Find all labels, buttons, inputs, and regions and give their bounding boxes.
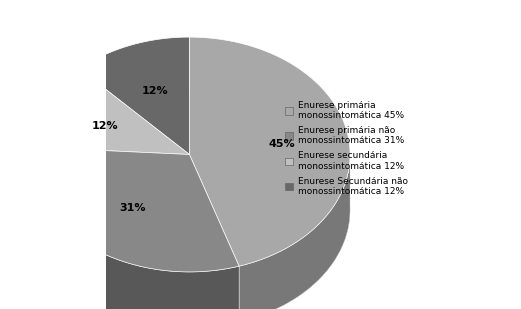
Text: 12%: 12% <box>142 86 168 96</box>
Polygon shape <box>29 155 239 309</box>
Text: 31%: 31% <box>119 203 145 213</box>
Polygon shape <box>29 69 190 154</box>
Text: 45%: 45% <box>268 139 295 149</box>
Polygon shape <box>239 156 350 309</box>
Polygon shape <box>29 147 239 272</box>
Polygon shape <box>190 37 350 266</box>
Polygon shape <box>79 37 190 154</box>
Text: 12%: 12% <box>92 121 118 130</box>
Ellipse shape <box>29 93 350 309</box>
Legend: Enurese primária
monossintomática 45%, Enurese primária não
monossintomática 31%: Enurese primária monossintomática 45%, E… <box>283 99 410 198</box>
